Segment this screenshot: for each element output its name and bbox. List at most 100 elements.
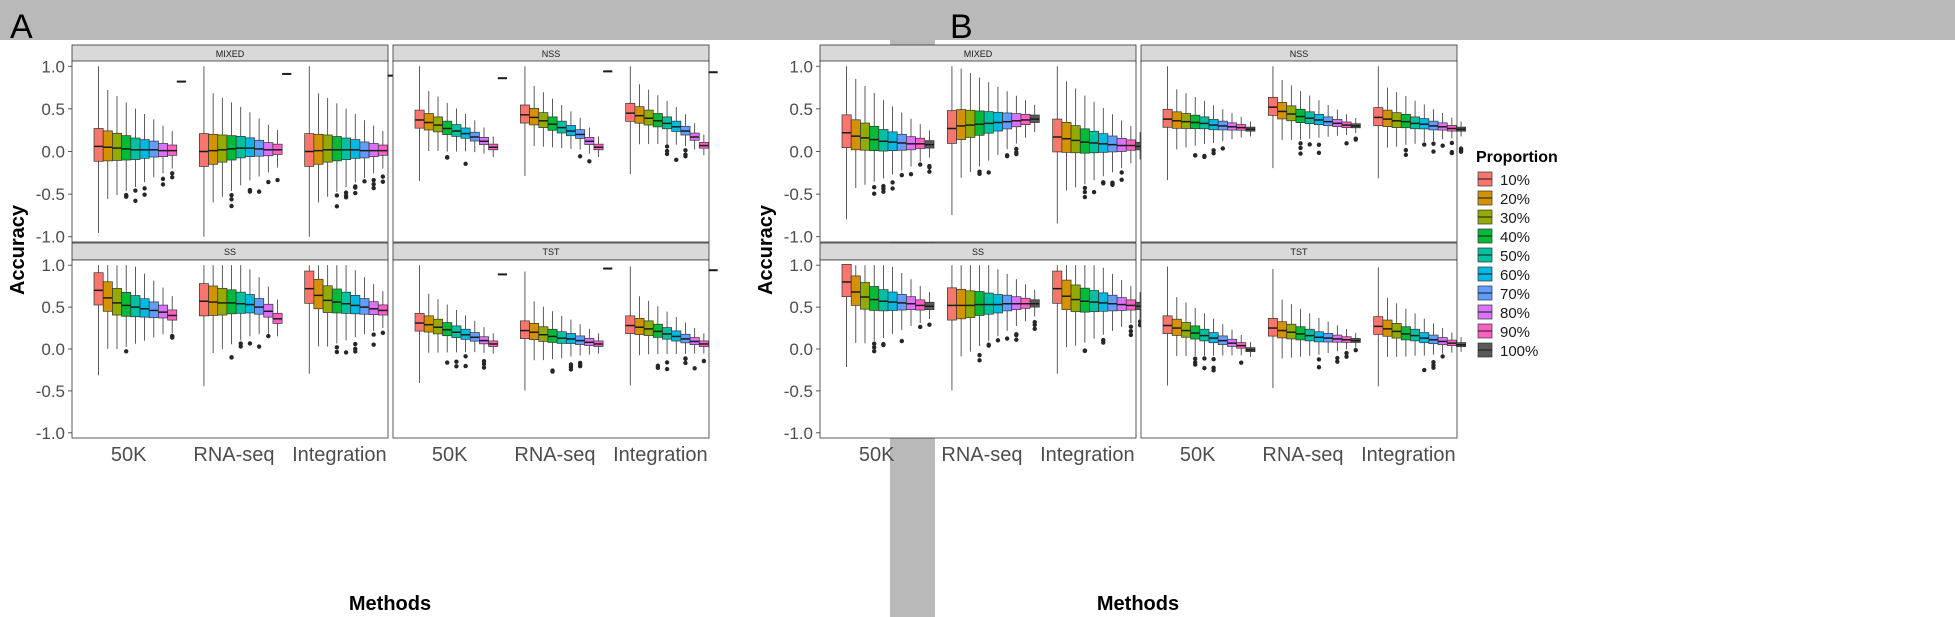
x-tick-label: Integration [613, 444, 708, 466]
box [1061, 121, 1072, 153]
outlier-point [1440, 354, 1445, 359]
facet-panel [1140, 259, 1458, 439]
x-tick-label: 50K [1180, 444, 1216, 466]
outlier-point [1239, 360, 1244, 365]
y-tick-label: 0.5 [41, 100, 65, 119]
facet-panel [392, 60, 710, 243]
panel-b-label: B [950, 8, 973, 46]
outlier-point [1458, 146, 1464, 151]
outlier-point [353, 346, 358, 351]
box [887, 291, 898, 311]
y-tick-label: 1.0 [41, 57, 65, 76]
box [992, 111, 1003, 132]
x-tick-label: RNA-seq [514, 444, 595, 466]
outlier-point [568, 367, 574, 372]
box [1061, 279, 1072, 310]
outlier-point [701, 358, 707, 364]
outlier-point [1014, 337, 1019, 342]
box [956, 288, 967, 320]
box [1267, 318, 1278, 337]
box [244, 137, 255, 157]
y-tick-label: -0.5 [784, 382, 813, 401]
box [304, 270, 315, 304]
outlier-point [1119, 170, 1124, 175]
y-tick-label: 1.0 [41, 256, 65, 275]
box [887, 131, 898, 151]
legend-title: Proportion [1476, 149, 1558, 166]
box [983, 111, 994, 134]
box [519, 104, 530, 124]
outlier-point [977, 171, 982, 177]
outlier-point [275, 177, 280, 183]
box [102, 130, 113, 162]
box [946, 287, 957, 321]
outlier-point [343, 350, 349, 355]
outlier-point [587, 159, 592, 164]
box [322, 285, 333, 313]
outlier-point [872, 341, 877, 346]
panel-a-label: A [10, 8, 33, 46]
outlier-point [1353, 136, 1358, 141]
outlier-point [142, 186, 147, 191]
outlier-point [256, 344, 262, 349]
box [1079, 287, 1090, 313]
box [226, 289, 237, 315]
outlier-point [1202, 356, 1207, 361]
outlier-point [1032, 326, 1037, 332]
box [956, 109, 967, 140]
outlier-point [1193, 153, 1198, 158]
outlier-point [353, 185, 358, 190]
outlier-point [872, 349, 877, 354]
outlier-point [1344, 350, 1349, 356]
outlier-point [247, 341, 253, 346]
y-tick-label: -0.5 [36, 185, 65, 204]
outlier-point [371, 181, 376, 187]
box [198, 133, 209, 167]
box [878, 289, 889, 312]
legend-label: 100% [1500, 343, 1538, 360]
outlier-point [1202, 153, 1207, 159]
outlier-point [1211, 368, 1216, 373]
outlier-point [881, 341, 886, 347]
legend-label: 20% [1500, 191, 1530, 208]
legend-label: 10% [1500, 172, 1530, 189]
y-tick-label: -1.0 [36, 424, 65, 443]
facet-panel [392, 259, 710, 439]
outlier-point [1316, 365, 1322, 370]
outlier-point [1014, 146, 1019, 152]
x-axis-title: Methods [349, 593, 431, 615]
outlier-point [124, 194, 129, 199]
box [1162, 108, 1173, 128]
box [1079, 128, 1090, 154]
outlier-point [927, 169, 932, 174]
outlier-point [1014, 151, 1019, 157]
outlier-point [1128, 324, 1134, 329]
outlier-point [683, 360, 688, 366]
outlier-point [550, 369, 555, 374]
legend-label: 70% [1500, 286, 1530, 303]
box [1171, 111, 1182, 129]
box [130, 295, 141, 318]
y-tick-label: -0.5 [36, 382, 65, 401]
outlier-point [664, 360, 670, 365]
outlier-point [133, 188, 138, 193]
outlier-point [977, 358, 982, 363]
outlier-point [334, 204, 340, 209]
outlier-point [481, 365, 487, 370]
box [331, 136, 342, 162]
outlier-point [927, 322, 932, 327]
outlier-point [899, 338, 904, 344]
outlier-point [1101, 180, 1106, 186]
box [1089, 290, 1100, 313]
y-tick-label: -1.0 [36, 228, 65, 247]
box [1162, 315, 1173, 334]
outlier-point [1082, 348, 1088, 354]
outlier-point [995, 338, 1001, 343]
facet-label: MIXED [216, 49, 245, 59]
box [1052, 118, 1063, 153]
outlier-point [1298, 141, 1303, 146]
outlier-point [1403, 152, 1409, 158]
legend-label: 50% [1500, 248, 1530, 265]
box [350, 139, 361, 159]
